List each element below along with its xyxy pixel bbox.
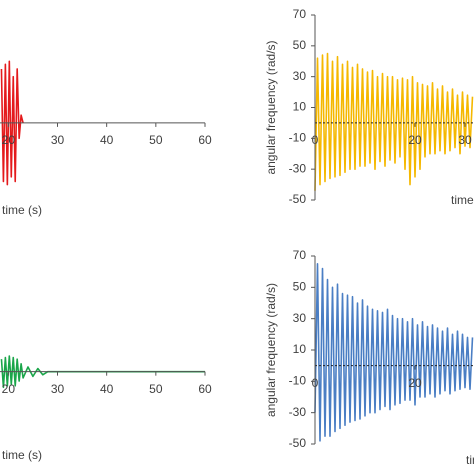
y-tick-label: -30	[289, 405, 307, 419]
x-tick-label: 30	[51, 382, 65, 396]
y-tick-label: -10	[289, 131, 307, 145]
x-tick-label: 20	[408, 133, 422, 147]
y-tick-label: 30	[293, 69, 307, 83]
x-tick-label: 60	[198, 133, 212, 147]
y-tick-label: -50	[289, 436, 307, 450]
y-tick-label: 10	[293, 342, 307, 356]
x-axis-label: time (s)	[2, 448, 42, 462]
x-axis-label: time (s)	[466, 453, 474, 467]
y-axis-label: angular frequency (rad/s)	[264, 283, 278, 417]
y-tick-label: -30	[289, 161, 307, 175]
x-tick-label: 60	[198, 382, 212, 396]
x-tick-label: 30	[51, 133, 65, 147]
x-tick-label: 50	[149, 133, 163, 147]
panel: 20 30 40 50 60 time (s)	[0, 60, 212, 217]
y-tick-label: 70	[293, 7, 307, 21]
data-line	[0, 355, 205, 389]
x-tick-label: 20	[2, 133, 16, 147]
y-tick-label: 30	[293, 311, 307, 325]
y-tick-label: 10	[293, 100, 307, 114]
x-tick-label: 20	[2, 382, 16, 396]
x-tick-label: 50	[149, 382, 163, 396]
y-axis-label: angular frequency (rad/s)	[264, 40, 278, 174]
x-axis-label: time (s)	[451, 193, 474, 207]
panel: 20 30 40 50 60 time (s)	[0, 355, 212, 462]
data-line	[0, 60, 24, 186]
x-tick-label: 40	[100, 133, 114, 147]
y-tick-label: 50	[293, 38, 307, 52]
y-tick-label: -50	[289, 192, 307, 206]
data-line	[314, 263, 474, 442]
x-axis-label: time (s)	[2, 203, 42, 217]
y-tick-label: 70	[293, 248, 307, 262]
y-tick-label: 50	[293, 280, 307, 294]
y-tick-label: -10	[289, 374, 307, 388]
x-tick-label: 30	[458, 133, 472, 147]
x-tick-label: 20	[408, 376, 422, 390]
x-tick-label: 40	[100, 382, 114, 396]
data-line	[314, 52, 474, 191]
